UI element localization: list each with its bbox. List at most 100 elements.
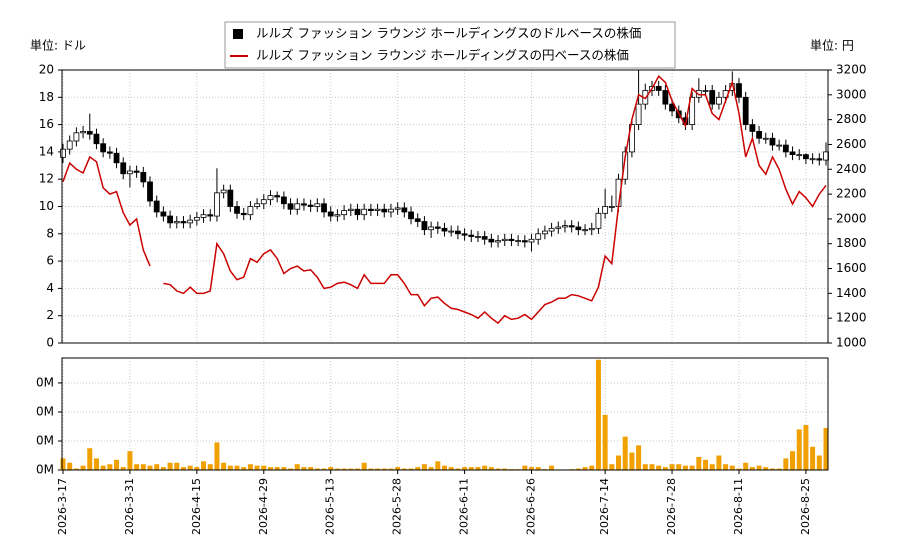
y-unit-label: 単位: ドル (30, 38, 86, 53)
y2-tick-label: 2200 (836, 187, 867, 201)
candle-body (548, 227, 555, 232)
y-tick-label: 12 (39, 172, 54, 186)
volume-bar (234, 465, 240, 470)
candle-body (428, 226, 435, 231)
candle-body (475, 236, 481, 238)
volume-bar (602, 414, 608, 470)
volume-bar (810, 446, 816, 470)
candle-body (66, 140, 73, 150)
volume-bar (301, 467, 307, 470)
candle-body (200, 214, 207, 218)
candle-body (736, 83, 742, 98)
volume-bar (783, 458, 789, 470)
candle-body (327, 211, 334, 217)
volume-bar (60, 458, 66, 470)
candle-body (655, 85, 662, 91)
x-tick-label: 2026-4-15 (190, 478, 203, 535)
volume-bar (334, 468, 340, 470)
volume-bar (575, 468, 581, 470)
volume-bar (743, 462, 749, 470)
volume-bar (321, 468, 327, 470)
candle-body (602, 206, 609, 214)
volume-bar (448, 467, 454, 470)
x-tick-label: 2026-5-13 (324, 478, 337, 535)
candle-body (80, 131, 86, 134)
volume-bar (636, 445, 642, 470)
volume-bar (120, 467, 126, 470)
volume-bar (221, 462, 227, 470)
candle-body (468, 234, 475, 237)
legend-label: ルルズ ファッション ラウンジ ホールディングスのドルベースの株価 (256, 26, 641, 41)
volume-bar (790, 451, 796, 470)
candle-body (769, 137, 776, 146)
candle-body (535, 233, 542, 240)
y2-tick-label: 1000 (836, 336, 867, 350)
candle-body (528, 238, 535, 243)
volume-bar (227, 465, 233, 470)
volume-bar (127, 451, 133, 470)
volume-bar (776, 468, 782, 470)
candle-body (762, 137, 769, 140)
volume-bar (388, 468, 394, 470)
candle-body (247, 206, 254, 216)
candle-body (555, 226, 562, 229)
candle-body (280, 196, 287, 205)
candle-body (274, 195, 281, 198)
volume-bar (415, 467, 421, 470)
candle-body (421, 221, 428, 231)
volume-bar (649, 464, 655, 470)
candle-body (260, 199, 267, 205)
y2-tick-label: 1400 (836, 286, 867, 300)
volume-frame (61, 357, 829, 471)
candle-body (227, 189, 234, 207)
volume-bar (381, 468, 387, 470)
candle-body (361, 208, 368, 216)
candle-body (214, 192, 220, 217)
y2-tick-label: 1600 (836, 261, 867, 275)
volume-bar (261, 465, 267, 470)
candle-body (702, 90, 709, 92)
volume-bar (616, 455, 622, 470)
y-tick-label: 0 (46, 336, 54, 350)
volume-bar (194, 467, 200, 470)
candle-body (776, 144, 783, 147)
candle-body (575, 226, 582, 231)
legend-label: ルルズ ファッション ラウンジ ホールディングスの円ベースの株価 (256, 48, 629, 63)
volume-bar (595, 359, 601, 470)
candle-body (106, 151, 113, 154)
price-line (62, 74, 827, 325)
volume-bar (174, 462, 180, 470)
y2-tick-label: 1200 (836, 311, 867, 325)
candle-body (294, 203, 301, 210)
candle-body (541, 230, 548, 235)
volume-bar (395, 467, 401, 470)
candle-body (608, 206, 615, 208)
volume-bar (622, 436, 628, 470)
volume-bar (696, 456, 702, 470)
candle-body (414, 218, 421, 222)
candle-body (568, 225, 575, 228)
volume-bar (716, 455, 722, 470)
volume-bar (455, 468, 461, 470)
volume-tick-label: 0M (36, 463, 54, 477)
candle-body (307, 204, 314, 207)
candle-body (742, 96, 749, 126)
volume-bar (100, 465, 106, 470)
volume-bar (749, 467, 755, 470)
candle-body (454, 230, 461, 235)
volume-bar (703, 459, 709, 470)
volume-bar (187, 465, 193, 470)
candle-body (147, 181, 153, 202)
volume-bar (114, 459, 120, 470)
candle-body (488, 238, 495, 243)
volume-bar (689, 465, 695, 470)
candle-body (167, 215, 173, 224)
candle-body (635, 103, 642, 126)
y2-tick-label: 3200 (836, 63, 867, 77)
volume-bar (207, 464, 213, 470)
volume-bar (709, 464, 715, 470)
y2-tick-label: 1800 (836, 236, 867, 250)
volume-bar (522, 465, 528, 470)
candle-body (689, 96, 696, 126)
